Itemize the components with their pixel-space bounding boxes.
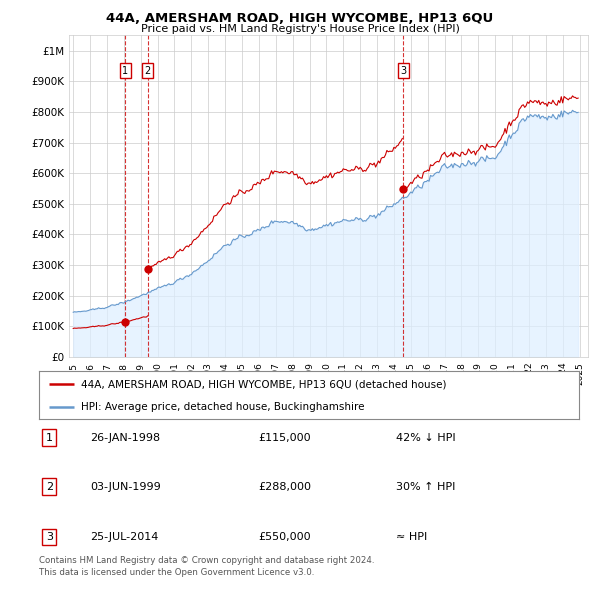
Text: 30% ↑ HPI: 30% ↑ HPI xyxy=(396,482,455,491)
Text: 25-JUL-2014: 25-JUL-2014 xyxy=(90,532,158,542)
Text: 44A, AMERSHAM ROAD, HIGH WYCOMBE, HP13 6QU (detached house): 44A, AMERSHAM ROAD, HIGH WYCOMBE, HP13 6… xyxy=(81,379,446,389)
Text: 3: 3 xyxy=(400,65,406,76)
Text: £115,000: £115,000 xyxy=(258,433,311,442)
Text: HPI: Average price, detached house, Buckinghamshire: HPI: Average price, detached house, Buck… xyxy=(81,402,365,412)
Text: 26-JAN-1998: 26-JAN-1998 xyxy=(90,433,160,442)
Text: 3: 3 xyxy=(46,532,53,542)
Text: ≈ HPI: ≈ HPI xyxy=(396,532,427,542)
Text: £550,000: £550,000 xyxy=(258,532,311,542)
Text: £288,000: £288,000 xyxy=(258,482,311,491)
Text: 2: 2 xyxy=(46,482,53,491)
Text: 42% ↓ HPI: 42% ↓ HPI xyxy=(396,433,455,442)
Text: 2: 2 xyxy=(145,65,151,76)
Text: Contains HM Land Registry data © Crown copyright and database right 2024.
This d: Contains HM Land Registry data © Crown c… xyxy=(39,556,374,577)
Text: 44A, AMERSHAM ROAD, HIGH WYCOMBE, HP13 6QU: 44A, AMERSHAM ROAD, HIGH WYCOMBE, HP13 6… xyxy=(106,12,494,25)
Text: 03-JUN-1999: 03-JUN-1999 xyxy=(90,482,161,491)
Text: Price paid vs. HM Land Registry's House Price Index (HPI): Price paid vs. HM Land Registry's House … xyxy=(140,24,460,34)
Text: 1: 1 xyxy=(46,433,53,442)
Text: 1: 1 xyxy=(122,65,128,76)
